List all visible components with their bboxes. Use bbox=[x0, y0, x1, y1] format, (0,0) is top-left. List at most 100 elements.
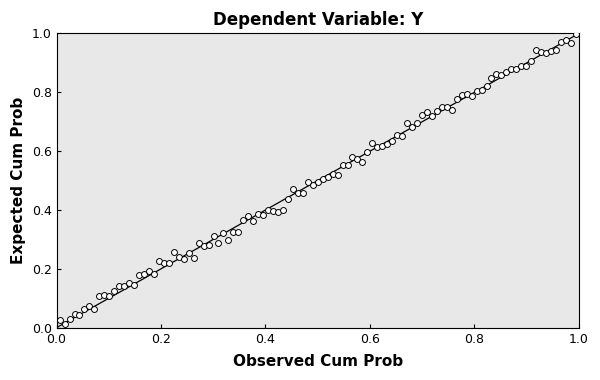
Point bbox=[447, 107, 457, 113]
Point bbox=[467, 93, 476, 100]
Point bbox=[526, 58, 536, 64]
Point bbox=[462, 91, 472, 97]
Point bbox=[566, 40, 575, 46]
Point bbox=[144, 268, 154, 274]
Point bbox=[139, 271, 149, 277]
Point bbox=[233, 229, 243, 235]
Point bbox=[452, 96, 461, 102]
Point bbox=[169, 249, 179, 255]
Point bbox=[368, 140, 377, 146]
Point bbox=[263, 206, 273, 212]
Point bbox=[308, 182, 317, 188]
Point bbox=[412, 120, 422, 126]
Point bbox=[373, 144, 382, 150]
Point bbox=[422, 109, 432, 115]
Y-axis label: Expected Cum Prob: Expected Cum Prob bbox=[11, 97, 26, 264]
Point bbox=[268, 208, 278, 214]
Point bbox=[437, 104, 446, 110]
Point bbox=[298, 190, 308, 196]
Point bbox=[74, 312, 84, 318]
Point bbox=[497, 72, 506, 78]
Point bbox=[313, 179, 323, 185]
Point bbox=[209, 233, 218, 239]
Point bbox=[154, 258, 164, 264]
Point bbox=[174, 254, 184, 260]
Point bbox=[502, 70, 511, 76]
Point bbox=[288, 186, 298, 192]
Point bbox=[517, 63, 526, 70]
Point bbox=[164, 260, 173, 266]
Point bbox=[55, 317, 64, 323]
Point bbox=[402, 120, 412, 127]
Point bbox=[392, 133, 402, 139]
Point bbox=[482, 83, 491, 89]
Point bbox=[80, 306, 89, 312]
Point bbox=[199, 243, 208, 249]
Point bbox=[388, 138, 397, 144]
Point bbox=[536, 49, 546, 55]
Point bbox=[179, 256, 188, 263]
Point bbox=[70, 311, 79, 317]
Point bbox=[541, 51, 551, 57]
Point bbox=[511, 66, 521, 72]
Point bbox=[417, 112, 427, 118]
Point bbox=[521, 63, 531, 69]
Point bbox=[149, 271, 159, 277]
Point bbox=[477, 87, 487, 93]
Point bbox=[85, 303, 94, 309]
Point bbox=[561, 36, 571, 43]
Point bbox=[95, 293, 104, 299]
Point bbox=[506, 66, 516, 72]
Point bbox=[229, 229, 238, 235]
Point bbox=[432, 108, 442, 114]
Point bbox=[293, 190, 302, 196]
Point bbox=[259, 212, 268, 218]
Point bbox=[283, 196, 293, 202]
Point bbox=[323, 174, 332, 180]
Point bbox=[253, 211, 263, 217]
Point bbox=[532, 47, 541, 53]
Point bbox=[407, 124, 417, 130]
Point bbox=[248, 218, 258, 224]
Point bbox=[347, 154, 357, 160]
Point bbox=[278, 206, 288, 212]
Point bbox=[204, 242, 214, 248]
Point bbox=[89, 306, 99, 312]
Point bbox=[397, 133, 407, 139]
Point bbox=[382, 141, 392, 147]
Point bbox=[362, 149, 372, 155]
Point bbox=[184, 250, 193, 256]
Point bbox=[303, 179, 313, 185]
Point bbox=[487, 75, 496, 81]
Point bbox=[194, 240, 203, 246]
Point bbox=[457, 92, 466, 98]
Point bbox=[159, 260, 169, 266]
Point bbox=[189, 255, 199, 261]
Point bbox=[129, 282, 139, 288]
Point bbox=[134, 272, 144, 278]
Point bbox=[124, 280, 134, 286]
Point bbox=[60, 321, 70, 327]
Point bbox=[353, 156, 362, 162]
Point bbox=[442, 104, 452, 110]
Point bbox=[65, 316, 74, 322]
Point bbox=[238, 217, 248, 223]
Point bbox=[472, 88, 481, 94]
Point bbox=[273, 209, 283, 215]
Point bbox=[109, 288, 119, 294]
Point bbox=[571, 31, 581, 37]
Point bbox=[214, 240, 223, 246]
Point bbox=[115, 283, 124, 289]
Point bbox=[556, 40, 566, 46]
Point bbox=[546, 48, 556, 54]
Point bbox=[333, 172, 343, 178]
Title: Dependent Variable: Y: Dependent Variable: Y bbox=[212, 11, 423, 29]
Point bbox=[119, 283, 129, 289]
Point bbox=[244, 213, 253, 219]
Point bbox=[338, 162, 347, 168]
Point bbox=[427, 112, 437, 119]
Point bbox=[328, 171, 337, 177]
Point bbox=[218, 230, 228, 236]
Point bbox=[224, 237, 233, 243]
Point bbox=[491, 71, 501, 78]
